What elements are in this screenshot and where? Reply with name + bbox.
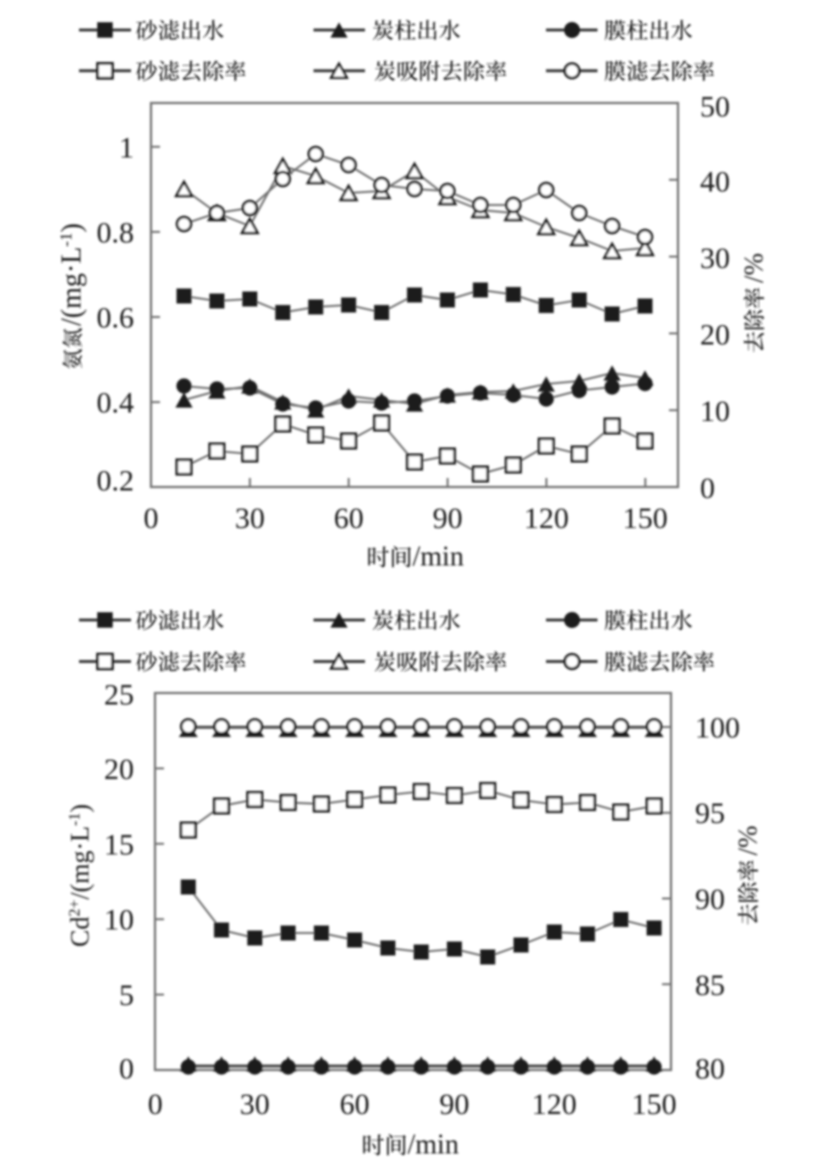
svg-text:/min: /min bbox=[413, 542, 464, 573]
svg-text:80: 80 bbox=[695, 1053, 725, 1086]
svg-text:0.4: 0.4 bbox=[97, 387, 135, 420]
svg-text:30: 30 bbox=[235, 502, 265, 535]
svg-text:150: 150 bbox=[632, 1088, 677, 1121]
svg-text:/%: /% bbox=[738, 253, 768, 283]
svg-text:0: 0 bbox=[119, 1053, 134, 1086]
svg-text:30: 30 bbox=[240, 1088, 270, 1121]
svg-text:10: 10 bbox=[700, 395, 730, 428]
svg-text:15: 15 bbox=[104, 828, 134, 861]
svg-text:0: 0 bbox=[144, 502, 159, 535]
svg-text:/min: /min bbox=[408, 1130, 459, 1161]
svg-text:150: 150 bbox=[623, 502, 668, 535]
svg-text:60: 60 bbox=[340, 1088, 370, 1121]
svg-text:0.6: 0.6 bbox=[97, 302, 135, 335]
svg-text:5: 5 bbox=[119, 979, 134, 1012]
svg-text:0: 0 bbox=[148, 1088, 163, 1121]
svg-text:90: 90 bbox=[433, 502, 463, 535]
svg-text:0.2: 0.2 bbox=[97, 465, 135, 498]
svg-text:0.8: 0.8 bbox=[97, 216, 135, 249]
svg-text:/%: /% bbox=[732, 826, 762, 856]
svg-text:Cd2+/(mg·L-1): Cd2+/(mg·L-1) bbox=[65, 804, 94, 947]
svg-text:25: 25 bbox=[104, 679, 134, 712]
svg-text:20: 20 bbox=[700, 319, 730, 352]
svg-text:0: 0 bbox=[700, 472, 715, 505]
svg-text:50: 50 bbox=[700, 91, 730, 124]
svg-text:90: 90 bbox=[439, 1088, 469, 1121]
svg-text:120: 120 bbox=[524, 502, 569, 535]
svg-text:1: 1 bbox=[119, 131, 134, 164]
svg-text:40: 40 bbox=[700, 166, 730, 199]
svg-text:90: 90 bbox=[695, 883, 725, 916]
svg-text:10: 10 bbox=[104, 904, 134, 937]
svg-text:60: 60 bbox=[334, 502, 364, 535]
svg-text:30: 30 bbox=[700, 242, 730, 275]
svg-text:20: 20 bbox=[104, 753, 134, 786]
svg-text:120: 120 bbox=[532, 1088, 577, 1121]
svg-text:85: 85 bbox=[695, 969, 725, 1002]
svg-text:95: 95 bbox=[695, 797, 725, 830]
svg-text:100: 100 bbox=[695, 712, 740, 745]
